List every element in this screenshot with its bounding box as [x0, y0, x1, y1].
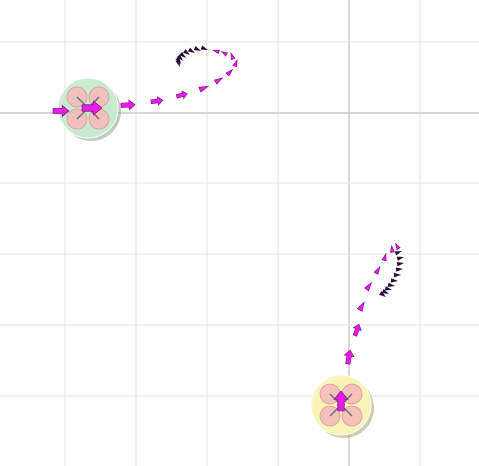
trajectory-tick — [394, 272, 401, 278]
trajectory-wedge — [373, 265, 381, 275]
trajectory-tick — [176, 54, 183, 61]
trajectory-wedge — [198, 85, 210, 93]
arrow-up-icon — [333, 390, 349, 412]
trajectory-wedge — [389, 244, 395, 253]
trajectory-wedge — [220, 50, 228, 57]
trajectory-arrow — [52, 104, 70, 118]
trajectory-wedge — [394, 242, 401, 250]
trajectory-arrow — [343, 349, 355, 365]
trajectory-wedge — [213, 77, 224, 85]
trajectory-wedge — [232, 58, 238, 68]
trajectory-arrow — [352, 323, 362, 337]
trajectory-tick — [396, 256, 404, 261]
trajectory-arrow — [120, 99, 136, 111]
trajectory-tick — [179, 51, 186, 58]
trajectory-tick — [394, 251, 402, 256]
trajectory-tick — [200, 45, 208, 50]
trajectory-drone-2 — [343, 242, 404, 365]
trajectory-wedge — [381, 252, 387, 262]
trajectory-arrow — [175, 90, 188, 100]
trajectory-tick — [395, 267, 403, 272]
trajectory-tick — [390, 278, 398, 283]
drone-2 — [310, 374, 374, 438]
trajectory-tick — [187, 47, 195, 53]
trajectory-tick — [183, 49, 190, 55]
trajectory-tick — [384, 286, 392, 291]
drone-1 — [57, 77, 121, 141]
trajectory-tick — [175, 59, 180, 67]
trajectory-tick — [381, 289, 389, 294]
trajectory-wedge — [230, 52, 236, 61]
trajectory-tick — [387, 282, 395, 287]
trajectory-wedge — [225, 68, 234, 77]
trajectory-wedge — [212, 49, 220, 54]
trajectory-arrow — [150, 96, 164, 106]
arrow-right-icon — [81, 100, 103, 116]
trajectory-wedge — [356, 301, 365, 312]
trajectory-tick — [379, 291, 386, 297]
trajectory-drone-1 — [52, 45, 238, 118]
trajectory-wedge — [364, 281, 373, 292]
trajectory-tick — [193, 46, 201, 51]
trajectory-tick — [396, 262, 404, 267]
